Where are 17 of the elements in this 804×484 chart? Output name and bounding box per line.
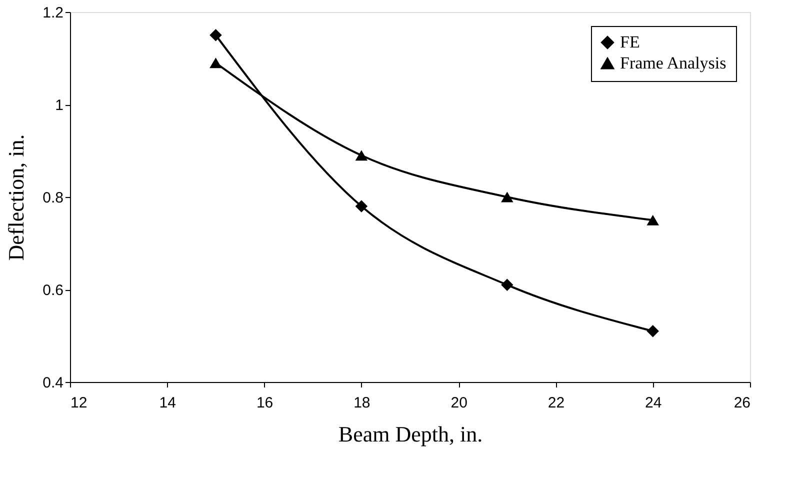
x-tick-label: 24 xyxy=(645,394,662,412)
y-tick-label: 1 xyxy=(55,97,64,114)
x-axis-title: Beam Depth, in. xyxy=(338,422,483,446)
y-tick-label: 0.8 xyxy=(42,190,64,206)
x-tick-label: 20 xyxy=(450,394,468,412)
legend-label: Frame Analysis xyxy=(620,54,726,72)
y-tick-label: 0.4 xyxy=(42,374,64,392)
x-tick-label: 18 xyxy=(354,394,370,412)
y-tick-label: 1.2 xyxy=(42,4,64,22)
y-tick-label: 0.6 xyxy=(42,282,64,299)
x-tick-label: 26 xyxy=(734,394,750,412)
x-tick-label: 16 xyxy=(256,394,274,412)
x-tick-label: 12 xyxy=(70,394,88,412)
legend-label: FE xyxy=(620,32,640,52)
y-axis-title: Deflection, in. xyxy=(4,134,29,261)
x-tick-label: 22 xyxy=(548,394,565,412)
x-tick-label: 14 xyxy=(159,394,176,412)
